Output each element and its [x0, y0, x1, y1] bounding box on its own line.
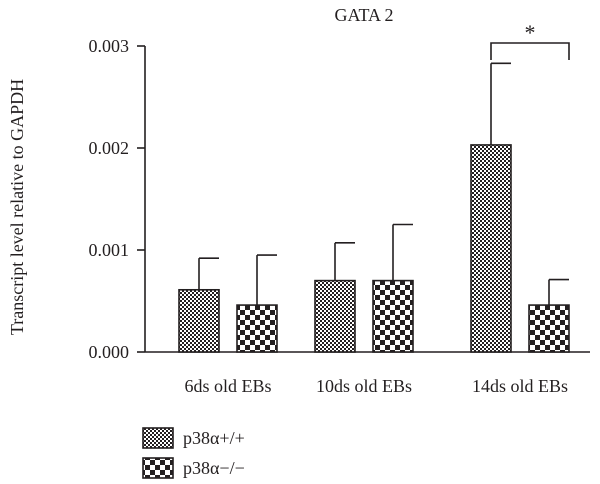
legend: p38α+/+ p38α−/− — [142, 427, 245, 479]
legend-label: p38α+/+ — [183, 428, 245, 448]
x-tick-label: 14ds old EBs — [472, 376, 568, 396]
bar — [528, 304, 570, 353]
bar — [178, 288, 220, 353]
significance-bracket — [490, 42, 570, 60]
bar — [314, 279, 356, 353]
y-tick-label: 0.002 — [89, 138, 130, 158]
legend-swatch — [142, 457, 174, 479]
y-tick-label: 0.003 — [89, 36, 130, 56]
y-axis-ticks: 0.000 0.001 0.002 0.003 — [89, 36, 145, 362]
chart-title: GATA 2 — [334, 5, 393, 25]
y-tick-label: 0.001 — [89, 240, 130, 260]
y-tick-label: 0.000 — [89, 342, 130, 362]
x-axis-labels: 6ds old EBs 10ds old EBs 14ds old EBs — [184, 376, 568, 396]
legend-swatch — [142, 427, 174, 449]
bar — [236, 304, 278, 353]
y-axis-label: Transcript level relative to GAPDH — [7, 79, 27, 335]
x-tick-label: 10ds old EBs — [316, 376, 412, 396]
significance-markers: * — [490, 20, 570, 60]
x-tick-label: 6ds old EBs — [184, 376, 271, 396]
legend-label: p38α−/− — [183, 458, 245, 478]
bar — [470, 144, 512, 353]
bars — [178, 144, 570, 353]
error-bars — [198, 62, 569, 306]
bar — [372, 279, 414, 353]
significance-label: * — [525, 20, 536, 45]
